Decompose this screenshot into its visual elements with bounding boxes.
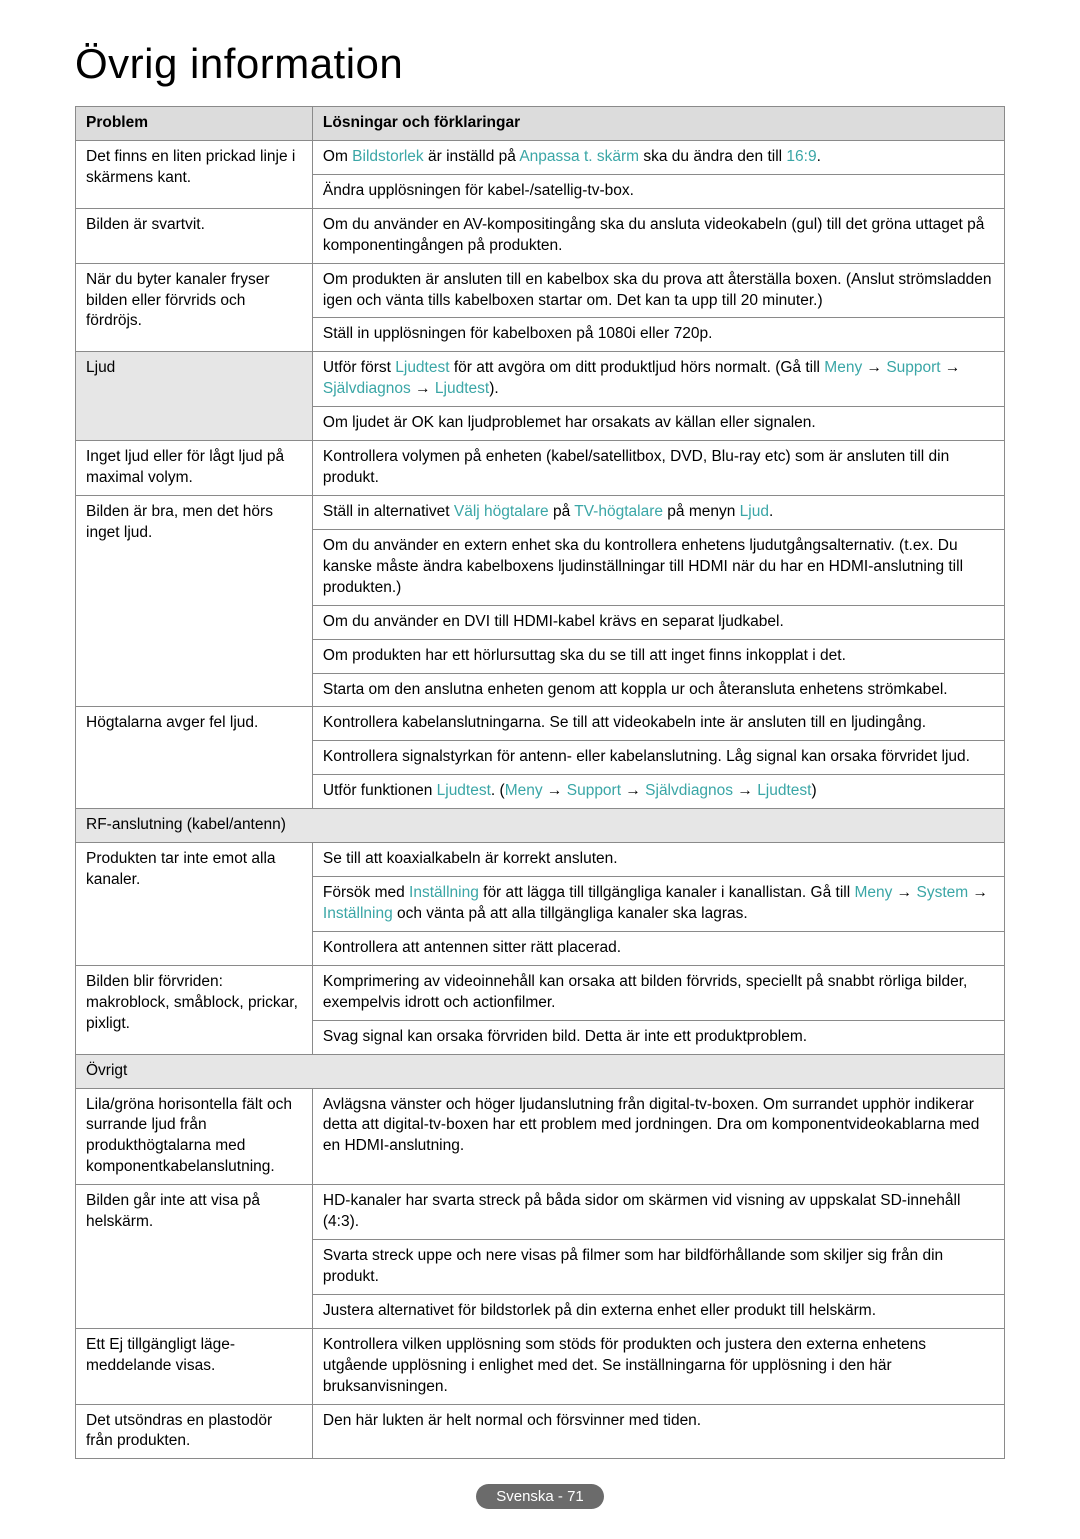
table-cell: Det finns en liten prickad linje i skärm… <box>76 140 313 208</box>
table-cell: HD-kanaler har svarta streck på båda sid… <box>312 1185 1004 1240</box>
page-title: Övrig information <box>75 40 1005 88</box>
table-cell: Bilden blir förvriden: makroblock, småbl… <box>76 965 313 1054</box>
table-cell: Kontrollera signalstyrkan för antenn- el… <box>312 741 1004 775</box>
table-cell: Svag signal kan orsaka förvriden bild. D… <box>312 1020 1004 1054</box>
page-footer: Svenska - 71 <box>75 1484 1005 1509</box>
table-cell: Om produkten har ett hörlursuttag ska du… <box>312 639 1004 673</box>
table-cell: Utför funktionen Ljudtest. (Meny → Suppo… <box>312 775 1004 809</box>
page-number-badge: Svenska - 71 <box>476 1484 604 1509</box>
table-cell: Om du använder en extern enhet ska du ko… <box>312 529 1004 605</box>
table-cell: Ändra upplösningen för kabel-/satellig-t… <box>312 174 1004 208</box>
table-cell: Bilden är svartvit. <box>76 208 313 263</box>
table-cell: Ställ in alternativet Välj högtalare på … <box>312 495 1004 529</box>
table-cell: Om produkten är ansluten till en kabelbo… <box>312 263 1004 318</box>
table-cell: Justera alternativet för bildstorlek på … <box>312 1294 1004 1328</box>
table-cell: Ställ in upplösningen för kabelboxen på … <box>312 318 1004 352</box>
table-cell: Kontrollera volymen på enheten (kabel/sa… <box>312 441 1004 496</box>
table-cell: Om ljudet är OK kan ljudproblemet har or… <box>312 407 1004 441</box>
table-cell: Om du använder en AV-kompositingång ska … <box>312 208 1004 263</box>
table-cell: Komprimering av videoinnehåll kan orsaka… <box>312 965 1004 1020</box>
table-cell: Bilden går inte att visa på helskärm. <box>76 1185 313 1329</box>
table-cell: Produkten tar inte emot alla kanaler. <box>76 843 313 966</box>
section-rf: RF-anslutning (kabel/antenn) <box>76 809 1005 843</box>
table-cell: Utför först Ljudtest för att avgöra om d… <box>312 352 1004 407</box>
table-cell: Inget ljud eller för lågt ljud på maxima… <box>76 441 313 496</box>
table-cell: Se till att koaxialkabeln är korrekt ans… <box>312 843 1004 877</box>
table-cell: Starta om den anslutna enheten genom att… <box>312 673 1004 707</box>
table-cell: Lila/gröna horisontella fält och surrand… <box>76 1088 313 1185</box>
table-cell: Kontrollera att antennen sitter rätt pla… <box>312 931 1004 965</box>
table-cell: Bilden är bra, men det hörs inget ljud. <box>76 495 313 706</box>
table-cell: När du byter kanaler fryser bilden eller… <box>76 263 313 352</box>
table-cell: Försök med Inställning för att lägga til… <box>312 877 1004 932</box>
table-cell: Avlägsna vänster och höger ljudanslutnin… <box>312 1088 1004 1185</box>
table-cell: Kontrollera kabelanslutningarna. Se till… <box>312 707 1004 741</box>
table-cell: Ett Ej tillgängligt läge-meddelande visa… <box>76 1328 313 1404</box>
table-cell: Kontrollera vilken upplösning som stöds … <box>312 1328 1004 1404</box>
col-problem: Problem <box>76 107 313 141</box>
table-cell: Den här lukten är helt normal och försvi… <box>312 1404 1004 1459</box>
table-cell: Svarta streck uppe och nere visas på fil… <box>312 1240 1004 1295</box>
table-cell: Om du använder en DVI till HDMI-kabel kr… <box>312 605 1004 639</box>
table-cell: Om Bildstorlek är inställd på Anpassa t.… <box>312 140 1004 174</box>
table-cell: Det utsöndras en plastodör från produkte… <box>76 1404 313 1459</box>
table-cell: Högtalarna avger fel ljud. <box>76 707 313 809</box>
col-solution: Lösningar och förklaringar <box>312 107 1004 141</box>
troubleshooting-table: Problem Lösningar och förklaringar Det f… <box>75 106 1005 1459</box>
section-ovrigt: Övrigt <box>76 1054 1005 1088</box>
section-ljud: Ljud <box>76 352 313 441</box>
